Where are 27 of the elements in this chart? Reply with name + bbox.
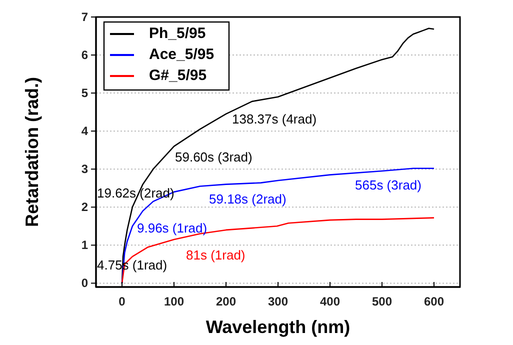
y-tick-label: 7 — [81, 10, 88, 24]
annotation: 565s (3rad) — [355, 177, 422, 192]
annotation: 59.18s (2rad) — [209, 191, 286, 206]
x-tick-label: 0 — [118, 294, 126, 309]
legend-label: Ph_5/95 — [149, 24, 206, 42]
x-tick-label: 300 — [268, 294, 288, 309]
legend-label: Ace_5/95 — [149, 46, 214, 63]
annotation: 19.62s (2rad) — [97, 185, 174, 200]
y-tick-label: 4 — [81, 124, 88, 138]
y-tick-label: 3 — [81, 162, 88, 176]
y-tick-label: 6 — [81, 48, 88, 62]
annotation: 59.60s (3rad) — [175, 149, 252, 164]
y-tick-label: 0 — [81, 276, 88, 290]
x-tick-label: 200 — [216, 294, 236, 309]
annotation: 9.96s (1rad) — [137, 220, 208, 236]
y-tick-label: 2 — [81, 200, 88, 214]
x-tick-label: 600 — [424, 294, 444, 309]
y-tick-label: 1 — [81, 238, 88, 252]
x-axis-title: Wavelength (nm) — [206, 317, 350, 337]
x-tick-label: 400 — [320, 294, 340, 309]
x-tick-label: 500 — [372, 294, 392, 309]
y-tick-label: 5 — [81, 86, 88, 100]
y-axis-title: Retardation (rad.) — [22, 76, 42, 228]
annotation: 138.37s (4rad) — [232, 111, 317, 126]
legend-label: G#_5/95 — [149, 66, 207, 84]
annotation: 81s (1rad) — [186, 247, 246, 262]
x-tick-label: 100 — [164, 294, 184, 309]
